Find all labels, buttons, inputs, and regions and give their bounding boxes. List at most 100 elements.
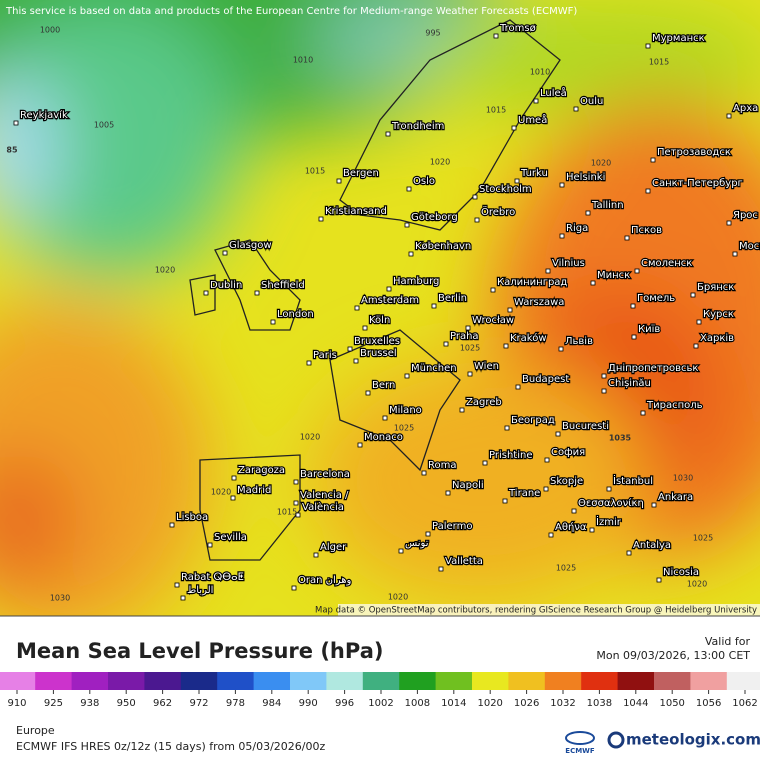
city-label: Арха (733, 103, 758, 114)
city-label: Skopje (550, 476, 583, 487)
city-marker (601, 373, 607, 379)
city-marker (533, 98, 539, 104)
bar-end (755, 675, 760, 687)
city-label: تونس (405, 538, 429, 549)
city-marker (645, 188, 651, 194)
city-marker (515, 384, 521, 390)
city-marker (472, 194, 478, 200)
city-label: Köln (369, 315, 390, 326)
city-marker (408, 251, 414, 257)
city-label: Roma (428, 460, 457, 471)
city-marker (421, 470, 427, 476)
city-marker (606, 486, 612, 492)
color-segment (435, 672, 473, 690)
color-segment (108, 672, 145, 690)
color-bar: 910 925 938 950 962 972 978 984 990 996 1002 1008 10… (0, 672, 760, 709)
city-marker (490, 287, 496, 293)
brand: meteologix.com (626, 731, 760, 749)
city-marker (365, 390, 371, 396)
city-label: Palermo (432, 521, 472, 532)
city-label: València (302, 501, 344, 513)
city-label: Москва (739, 241, 760, 252)
valid-time: Mon 09/03/2026, 13:00 CET (596, 649, 750, 662)
isobar-label: 1030 (673, 474, 693, 483)
city-marker (270, 319, 276, 325)
city-marker (585, 210, 591, 216)
isobar-label: 1005 (94, 121, 114, 130)
city-label: Barcelona (300, 469, 350, 480)
city-label: Monaco (364, 432, 403, 443)
color-segment (508, 672, 546, 690)
tick-label: 1056 (696, 698, 721, 709)
city-marker (231, 475, 237, 481)
city-label: Αθήνα (555, 521, 587, 533)
notice: This service is based on data and produc… (5, 6, 577, 17)
city-label: Bern (372, 380, 395, 391)
city-label: Курск (703, 309, 734, 320)
city-label: Tromsø (499, 23, 536, 34)
city-marker (507, 307, 513, 313)
city-marker (385, 131, 391, 137)
city-marker (382, 415, 388, 421)
city-marker (511, 125, 517, 131)
city-marker (545, 268, 551, 274)
map-labels: 1000 995 1010 1005 1010 1015 1015 1020 1020 1015 8… (6, 22, 760, 603)
city-label: Riga (566, 223, 588, 234)
color-segment (581, 672, 619, 690)
tick-label: 1002 (368, 698, 393, 709)
isobar-label: 1010 (293, 56, 313, 65)
color-segment (472, 672, 509, 690)
city-marker (558, 346, 564, 352)
city-marker (203, 290, 209, 296)
city-label: Zagreb (466, 397, 502, 408)
city-label: Тирасполь (646, 400, 703, 411)
city-marker (590, 280, 596, 286)
city-label: Tallinn (591, 200, 624, 211)
city-marker (357, 442, 363, 448)
tick-label: 1050 (659, 698, 684, 709)
model-info: ECMWF IFS HRES 0z/12z (15 days) from 05/… (16, 740, 326, 753)
tick-label: 938 (80, 698, 99, 709)
city-marker (656, 577, 662, 583)
city-marker (362, 325, 368, 331)
isobar-label: 1000 (40, 26, 60, 35)
city-marker (726, 113, 732, 119)
city-marker (624, 235, 630, 241)
isobar-label: 1020 (211, 488, 231, 497)
isobar-label: 995 (425, 29, 440, 38)
city-label: Valletta (445, 556, 483, 567)
city-marker (354, 305, 360, 311)
city-label: Lisboa (176, 512, 208, 523)
city-label: Luleå (540, 86, 567, 99)
city-label: Brussel (360, 348, 397, 359)
color-segment (617, 672, 655, 690)
city-label: Valencia / (300, 490, 349, 501)
city-label: Praha (450, 331, 479, 342)
tick-label: 972 (189, 698, 208, 709)
city-marker (626, 550, 632, 556)
city-label: Madrid (237, 485, 271, 496)
city-marker (548, 532, 554, 538)
color-segment (399, 672, 437, 690)
isobar-label: 1025 (394, 424, 414, 433)
city-marker (696, 319, 702, 325)
city-label: Bergen (343, 168, 379, 179)
city-label: Warszawa (514, 297, 564, 308)
isobar-label: 85 (6, 146, 18, 155)
city-label: Göteborg (411, 212, 458, 223)
city-label: Helsinki (566, 172, 605, 183)
tick-label: 990 (299, 698, 318, 709)
city-marker (230, 495, 236, 501)
valid-label: Valid for (705, 635, 751, 648)
city-marker (404, 222, 410, 228)
city-marker (386, 286, 392, 292)
city-marker (169, 522, 175, 528)
city-marker (293, 500, 299, 506)
isobar-label: 1015 (649, 58, 669, 67)
ecmwf-logo (565, 731, 595, 745)
city-marker (503, 343, 509, 349)
city-marker (543, 486, 549, 492)
brand-logo (607, 731, 625, 749)
city-label: Chișinău (608, 378, 651, 389)
